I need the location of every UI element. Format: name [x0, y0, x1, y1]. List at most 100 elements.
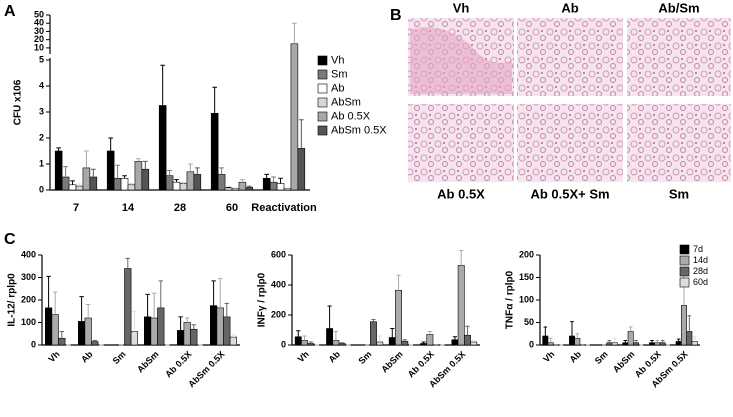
y-tick-label: 30: [34, 26, 44, 36]
x-tick-label: 14: [122, 202, 135, 214]
bar: [61, 176, 70, 191]
error-bar: [226, 186, 231, 188]
legend-swatch: [317, 69, 328, 80]
error-bar: [402, 339, 407, 342]
x-tick-label: Sm: [593, 349, 610, 366]
x-tick-label: Ab: [327, 349, 343, 365]
x-tick-label: AbSm: [379, 349, 404, 374]
bar: [307, 343, 315, 346]
histology-image: [517, 104, 623, 182]
legend-swatch: [317, 55, 328, 66]
y-tick-label: 50: [34, 9, 44, 19]
error-bar: [211, 280, 216, 306]
error-bar: [421, 341, 426, 344]
error-bar: [264, 173, 269, 179]
error-bar: [46, 275, 51, 308]
bar: [547, 342, 554, 346]
panel-label: A: [4, 3, 16, 20]
bar: [44, 307, 53, 346]
error-bar: [224, 302, 229, 317]
error-bar: [92, 340, 97, 342]
y-tick-label: 0: [31, 339, 36, 349]
bar: [622, 342, 629, 346]
y-tick-label: 0: [281, 339, 286, 349]
panel-label: C: [4, 231, 16, 248]
bar: [569, 335, 575, 346]
error-bar: [247, 185, 252, 188]
error-bar: [178, 316, 183, 331]
bar: [82, 167, 91, 191]
error-bar: [292, 22, 297, 44]
bar: [84, 317, 92, 346]
error-bar: [548, 337, 553, 343]
bar: [262, 178, 271, 191]
bar: [216, 307, 224, 346]
bar: [238, 181, 247, 191]
bar: [290, 43, 299, 191]
bar: [388, 337, 396, 346]
y-tick-label: 4: [39, 80, 44, 90]
legend-label: Ab: [331, 82, 344, 94]
x-tick-label: AbSm: [135, 349, 160, 374]
error-bar: [692, 336, 697, 342]
y-tick-label: 50: [524, 317, 534, 327]
bar: [183, 322, 191, 346]
bar: [58, 337, 66, 346]
error-bar: [84, 150, 89, 168]
bar: [376, 341, 384, 346]
error-bar: [465, 325, 470, 336]
error-bar: [188, 163, 193, 172]
axis-break: [46, 54, 54, 58]
error-bar: [623, 340, 628, 343]
bar: [68, 184, 77, 191]
legend-label: AbSm 0.5X: [331, 124, 387, 136]
y-tick-label: 200: [271, 309, 286, 319]
bar: [193, 174, 202, 191]
error-bar: [371, 319, 376, 322]
bar: [141, 168, 150, 191]
bar: [370, 321, 377, 346]
histology-label: Ab 0.5X+ Sm: [530, 186, 609, 201]
histology-image: [408, 104, 514, 182]
bar: [130, 331, 139, 346]
error-bar: [302, 335, 307, 341]
x-tick-label: Reactivation: [251, 202, 317, 214]
bar: [106, 150, 115, 191]
legend-swatch: [679, 277, 690, 288]
error-bar: [628, 326, 633, 332]
legend-swatch: [679, 255, 690, 266]
error-bar: [390, 328, 395, 338]
error-bar: [86, 304, 91, 318]
legend-label: Ab 0.5X: [331, 110, 371, 122]
x-tick-label: Ab 0.5X: [406, 349, 436, 379]
legend-label: Sm: [331, 68, 348, 80]
error-bar: [185, 317, 190, 323]
bar: [542, 335, 549, 346]
bar: [654, 342, 661, 346]
error-bar: [181, 181, 186, 184]
error-bar: [219, 167, 224, 175]
legend-label: 28d: [693, 266, 708, 276]
error-bar: [143, 160, 148, 170]
bar: [627, 331, 634, 346]
bar: [229, 336, 238, 346]
histology-label: Ab 0.5X: [437, 186, 485, 201]
x-tick-label: Vh: [541, 349, 556, 364]
bar: [611, 342, 618, 346]
error-bar: [471, 340, 476, 342]
error-bar: [77, 183, 82, 187]
bar: [269, 181, 278, 191]
y-tick-label: 100: [21, 317, 36, 327]
y-tick-label: 20: [34, 34, 44, 44]
bar: [54, 150, 63, 191]
error-bar: [299, 119, 304, 149]
legend-swatch: [317, 97, 328, 108]
bar: [165, 175, 174, 191]
bar: [649, 342, 655, 346]
bar: [231, 188, 240, 191]
y-axis-label: IL-12/ rplp0: [7, 273, 18, 327]
error-bar: [152, 292, 157, 318]
y-tick-label: 0: [529, 339, 534, 349]
bar: [426, 334, 434, 346]
